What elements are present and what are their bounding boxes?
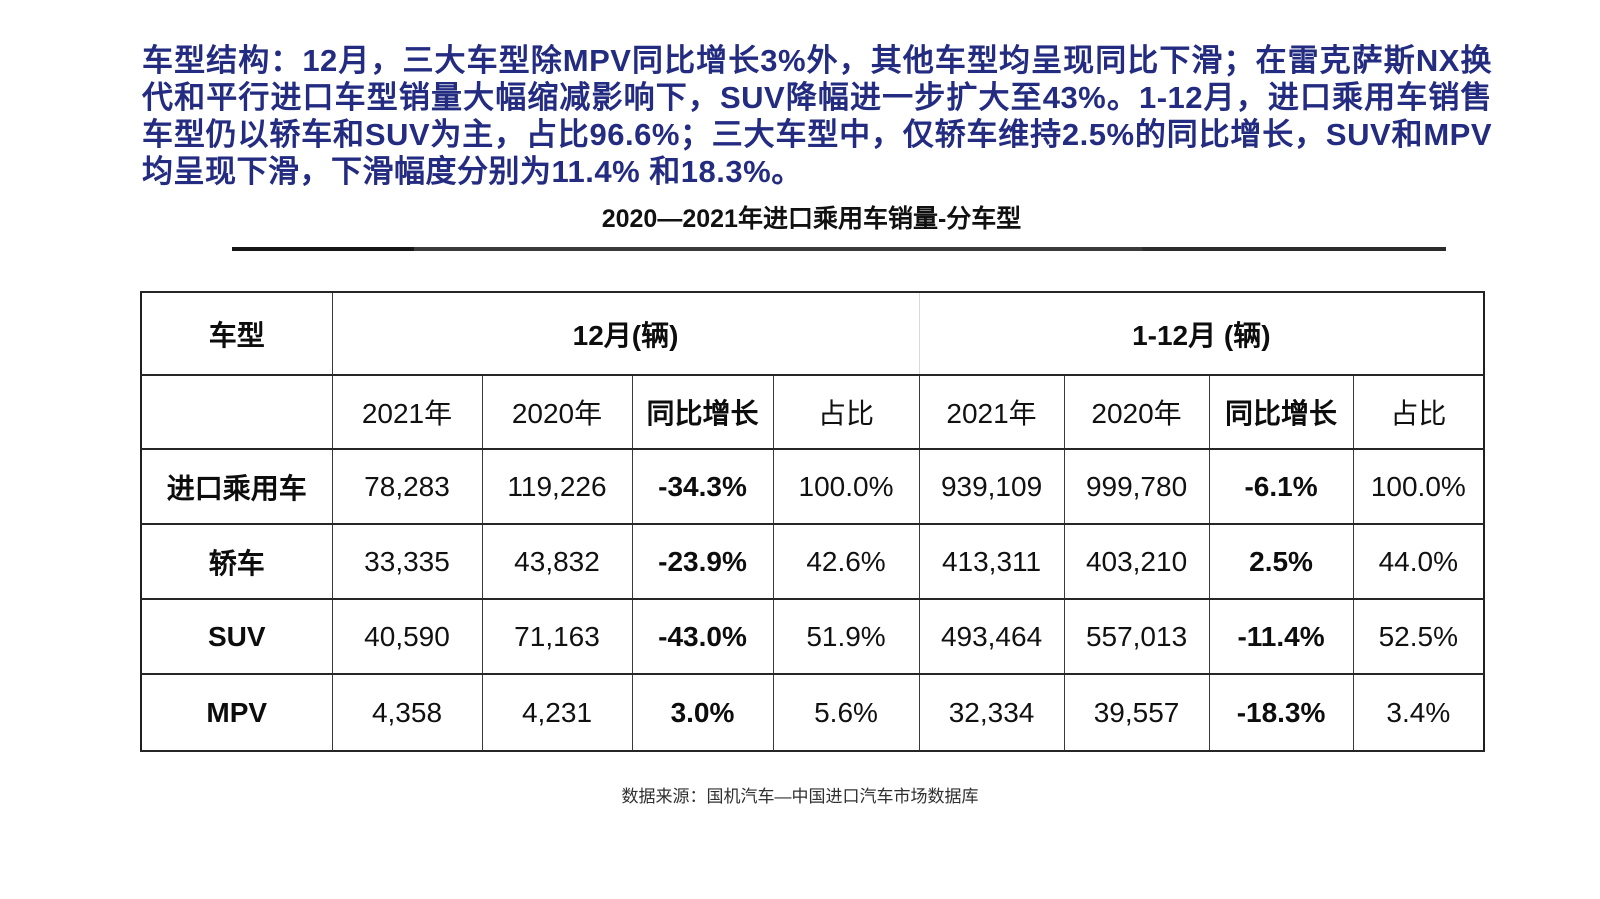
header-dec-share: 占比 bbox=[772, 374, 920, 450]
header-dec-yoy: 同比增长 bbox=[631, 374, 774, 450]
table-row-suv: SUV 40,590 71,163 -43.0% 51.9% 493,464 5… bbox=[140, 598, 1485, 675]
table-cell-yoy: -43.0% bbox=[631, 598, 774, 675]
table-group-header-row: 车型 12月(辆) 1-12月 (辆) bbox=[140, 291, 1485, 376]
table-cell: 4,231 bbox=[481, 673, 633, 752]
table-row-mpv: MPV 4,358 4,231 3.0% 5.6% 32,334 39,557 … bbox=[140, 673, 1485, 752]
table-row-sedan: 轿车 33,335 43,832 -23.9% 42.6% 413,311 40… bbox=[140, 523, 1485, 600]
table-cell: 51.9% bbox=[772, 598, 920, 675]
header-dec-2021: 2021年 bbox=[331, 374, 483, 450]
table-cell-yoy: -6.1% bbox=[1208, 448, 1354, 525]
table-cell-yoy: -23.9% bbox=[631, 523, 774, 600]
table-cell-yoy: -18.3% bbox=[1208, 673, 1354, 752]
header-dec-2020: 2020年 bbox=[481, 374, 633, 450]
table-cell: 39,557 bbox=[1063, 673, 1210, 752]
table-cell: 43,832 bbox=[481, 523, 633, 600]
row-label: 进口乘用车 bbox=[140, 448, 333, 525]
table-cell: 939,109 bbox=[918, 448, 1065, 525]
table-cell: 5.6% bbox=[772, 673, 920, 752]
table-cell: 557,013 bbox=[1063, 598, 1210, 675]
header-empty-cell bbox=[140, 374, 333, 450]
table-cell: 999,780 bbox=[1063, 448, 1210, 525]
table-cell: 4,358 bbox=[331, 673, 483, 752]
table-cell-yoy: 2.5% bbox=[1208, 523, 1354, 600]
table-row-imported-passenger-cars: 进口乘用车 78,283 119,226 -34.3% 100.0% 939,1… bbox=[140, 448, 1485, 525]
header-ytd-2021: 2021年 bbox=[918, 374, 1065, 450]
table-cell: 3.4% bbox=[1352, 673, 1485, 752]
table-cell-yoy: -34.3% bbox=[631, 448, 774, 525]
table-cell-yoy: 3.0% bbox=[631, 673, 774, 752]
header-group-ytd: 1-12月 (辆) bbox=[918, 291, 1485, 376]
headline-text: 车型结构：12月，三大车型除MPV同比增长3%外，其他车型均呈现同比下滑；在雷克… bbox=[142, 43, 1492, 189]
row-label: MPV bbox=[140, 673, 333, 752]
header-ytd-share: 占比 bbox=[1352, 374, 1485, 450]
table-cell: 100.0% bbox=[772, 448, 920, 525]
table-cell: 44.0% bbox=[1352, 523, 1485, 600]
table-cell: 33,335 bbox=[331, 523, 483, 600]
table-cell: 32,334 bbox=[918, 673, 1065, 752]
sales-table: 车型 12月(辆) 1-12月 (辆) 2021年 2020年 同比增长 占比 … bbox=[140, 291, 1486, 752]
title-underline bbox=[232, 247, 1446, 251]
table-cell: 40,590 bbox=[331, 598, 483, 675]
table-title: 2020—2021年进口乘用车销量-分车型 bbox=[601, 205, 1022, 233]
table-cell-yoy: -11.4% bbox=[1208, 598, 1354, 675]
table-sub-header-row: 2021年 2020年 同比增长 占比 2021年 2020年 同比增长 占比 bbox=[140, 374, 1485, 450]
header-ytd-yoy: 同比增长 bbox=[1208, 374, 1354, 450]
header-ytd-2020: 2020年 bbox=[1063, 374, 1210, 450]
source-note: 数据来源：国机汽车—中国进口汽车市场数据库 bbox=[621, 787, 979, 806]
row-label: 轿车 bbox=[140, 523, 333, 600]
row-label: SUV bbox=[140, 598, 333, 675]
table-cell: 42.6% bbox=[772, 523, 920, 600]
table-cell: 413,311 bbox=[918, 523, 1065, 600]
table-cell: 78,283 bbox=[331, 448, 483, 525]
table-cell: 403,210 bbox=[1063, 523, 1210, 600]
table-cell: 52.5% bbox=[1352, 598, 1485, 675]
table-cell: 71,163 bbox=[481, 598, 633, 675]
table-cell: 493,464 bbox=[918, 598, 1065, 675]
table-cell: 119,226 bbox=[481, 448, 633, 525]
table-cell: 100.0% bbox=[1352, 448, 1485, 525]
header-group-december: 12月(辆) bbox=[331, 291, 920, 376]
header-vehicle-type: 车型 bbox=[140, 291, 333, 376]
